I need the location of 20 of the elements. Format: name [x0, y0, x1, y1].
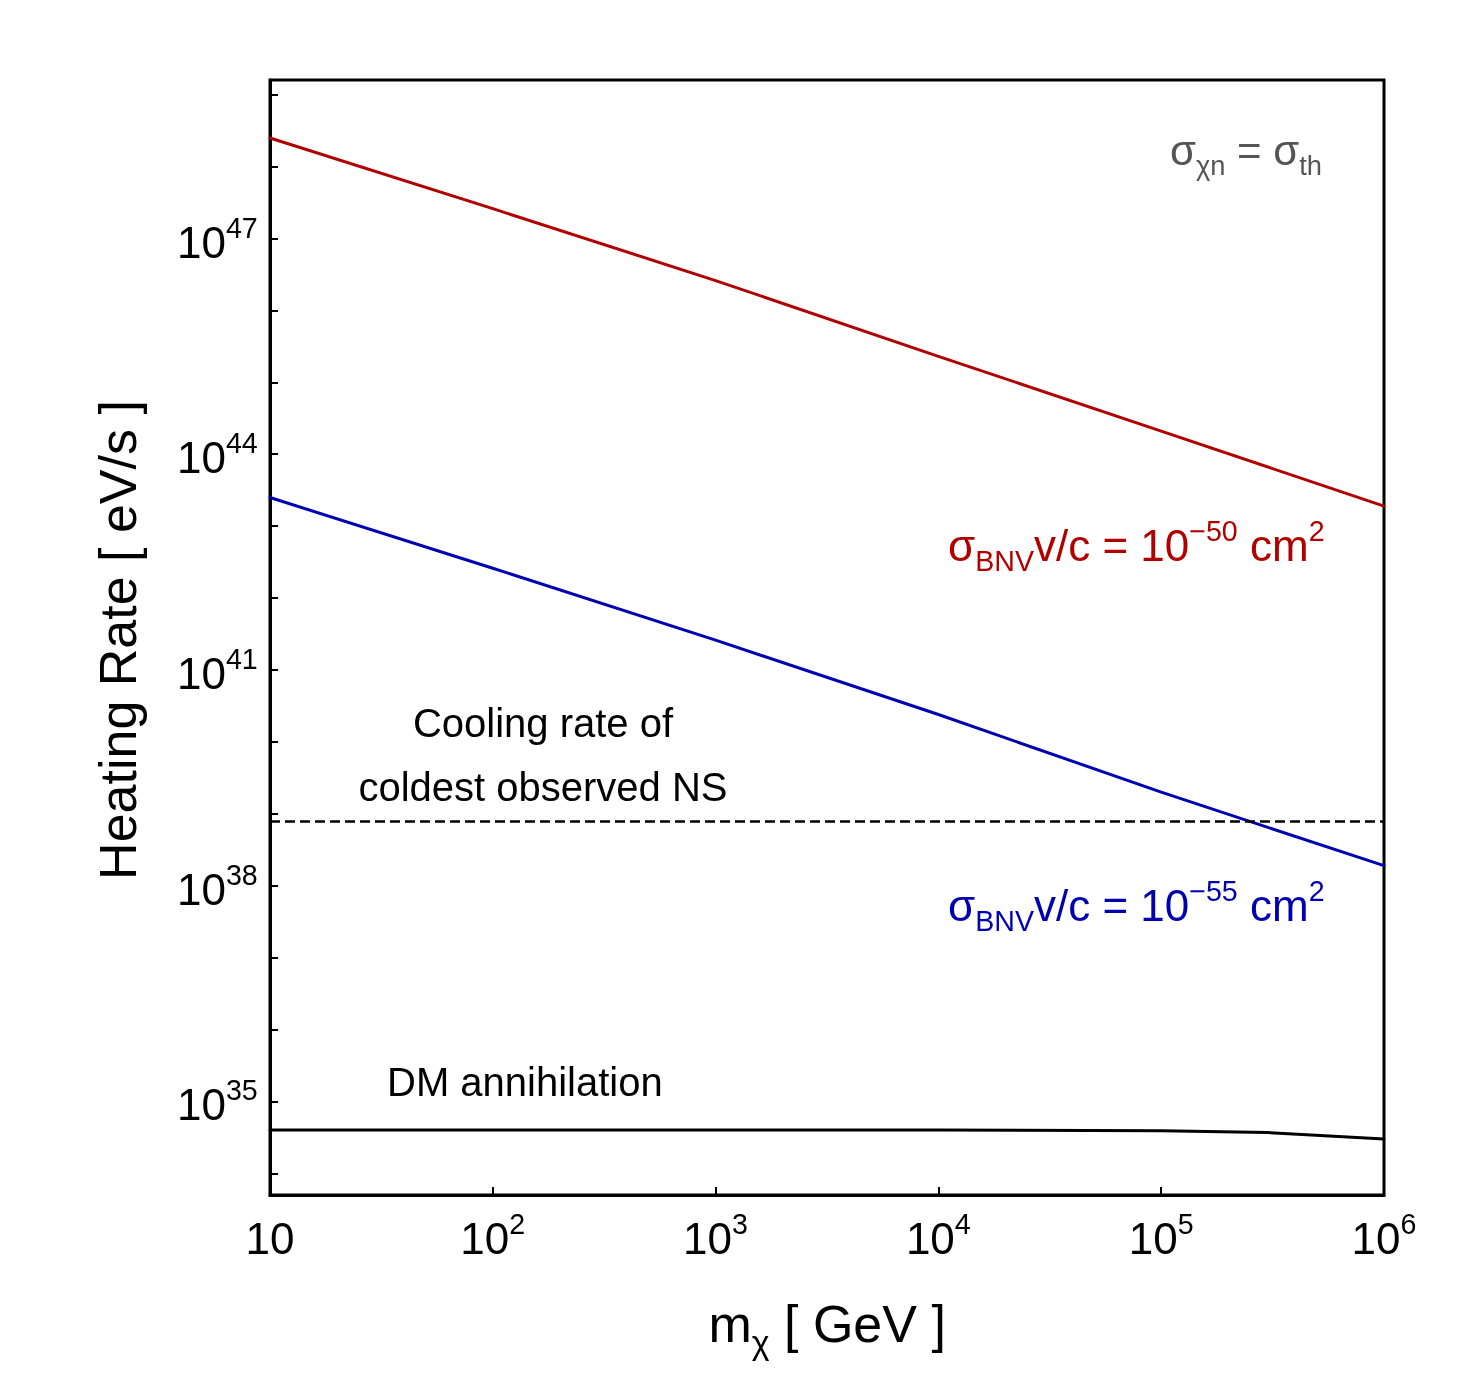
x-tick-label: 10$^{6}$	[1351, 1207, 1417, 1263]
annotation: σ$_{χn}$ = σ$_{th}$	[1170, 127, 1322, 181]
x-tick-label: 10$^{2}$	[460, 1207, 526, 1263]
y-tick-label: 10$^{35}$	[177, 1074, 258, 1130]
x-tick-label: 10$^{3}$	[683, 1207, 748, 1263]
line-series	[268, 136, 1386, 508]
x-tick-label: 10$^{4}$	[905, 1207, 971, 1263]
series-label: σ$_{BNV}$v/c = 10$^{−55}$ cm$^{2}$	[948, 874, 1325, 937]
x-tick-label: 10	[245, 1214, 295, 1263]
series-label: DM annihilation	[387, 1060, 663, 1105]
y-tick-label: 10$^{47}$	[177, 211, 258, 267]
line-series	[268, 496, 1386, 868]
series-label: σ$_{BNV}$v/c = 10$^{−50}$ cm$^{2}$	[948, 515, 1325, 578]
y-tick-label: 10$^{41}$	[177, 642, 258, 698]
x-tick-label: 10$^{5}$	[1128, 1207, 1194, 1263]
y-tick-label: 10$^{44}$	[177, 427, 258, 483]
ref-line-label: Cooling rate of coldest observed NS	[358, 700, 728, 809]
x-axis-title: m$_{χ}$ [ GeV ]	[708, 1295, 946, 1361]
y-axis-title: Heating Rate [ eV/s ]	[89, 400, 147, 880]
y-tick-label: 10$^{38}$	[177, 858, 258, 914]
